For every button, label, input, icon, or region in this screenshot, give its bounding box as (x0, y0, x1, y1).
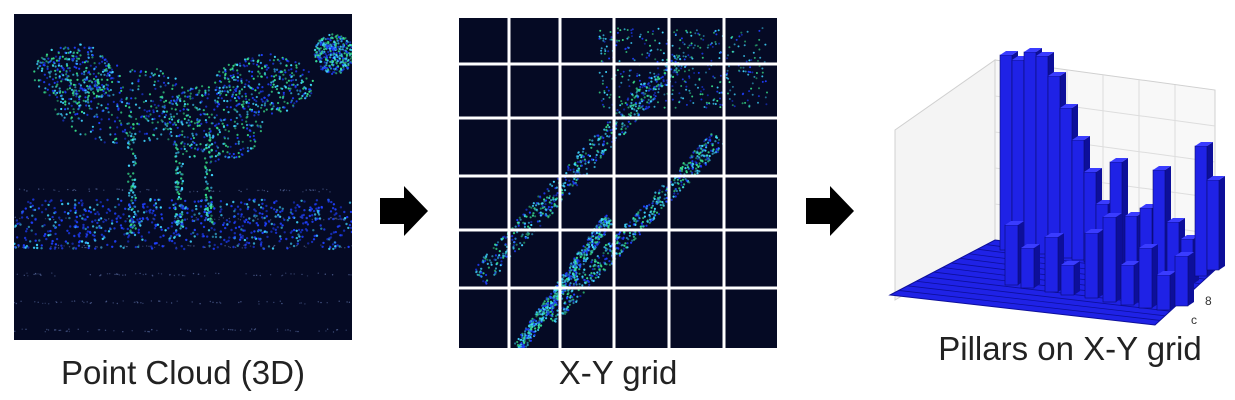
tick-label-c: c (1191, 313, 1197, 327)
pillar (1102, 213, 1122, 303)
caption-xy-grid: X-Y grid (558, 354, 678, 391)
pillar (1156, 271, 1176, 311)
right-arrow-icon (806, 186, 854, 236)
caption-pillars: Pillars on X-Y grid (938, 330, 1202, 367)
pillar (1138, 244, 1158, 309)
pillar (1206, 176, 1225, 271)
pillar (1044, 233, 1064, 293)
point-cloud-image (14, 14, 352, 340)
pillars-3d-plot: 8 c (885, 40, 1225, 340)
tick-label-8: 8 (1205, 294, 1212, 308)
pillar (1120, 261, 1140, 306)
right-arrow-icon (380, 186, 428, 236)
pillar (1084, 229, 1104, 299)
xy-grid-image (459, 18, 777, 348)
pillar (1020, 244, 1040, 289)
pillar (1174, 252, 1194, 307)
pillar (1060, 261, 1080, 296)
caption-point-cloud: Point Cloud (3D) (61, 354, 305, 391)
